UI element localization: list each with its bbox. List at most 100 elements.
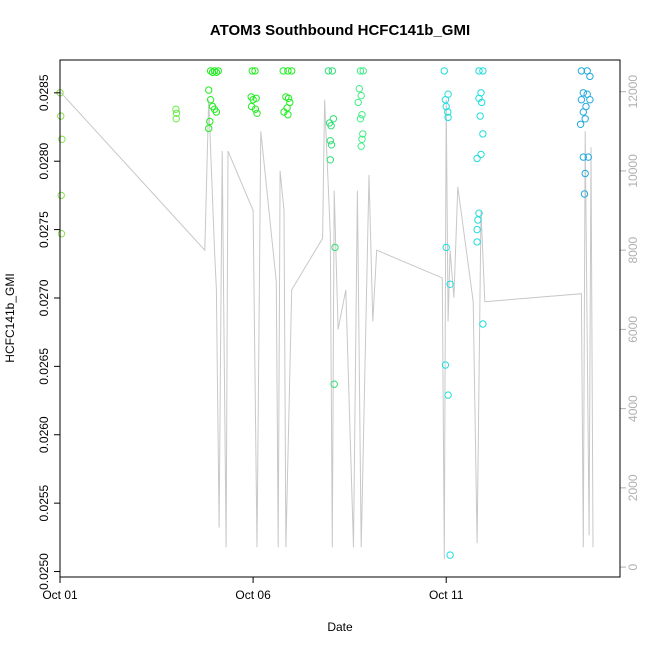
data-point xyxy=(329,115,338,123)
y-tick-label: 0.0255 xyxy=(37,484,51,521)
data-point xyxy=(331,243,339,252)
plot-frame xyxy=(59,59,621,578)
data-point xyxy=(212,108,221,116)
y2-tick-label: 8000 xyxy=(626,236,640,263)
data-point xyxy=(57,112,65,120)
y-tick-label: 0.0280 xyxy=(37,143,51,180)
data-point xyxy=(473,238,481,246)
y-tick-label: 0.0265 xyxy=(37,348,51,385)
data-point xyxy=(251,105,260,113)
data-point xyxy=(441,96,450,104)
left-y-axis: 0.0250 0.0255 0.0260 0.0265 0.0270 0.0275 0.02… xyxy=(37,74,60,590)
data-point xyxy=(357,91,365,100)
x-axis-label: Date xyxy=(327,620,353,634)
altitude-trace xyxy=(59,90,594,560)
data-point xyxy=(206,96,215,104)
data-point xyxy=(442,102,450,111)
data-point xyxy=(359,67,367,75)
data-point xyxy=(479,320,487,328)
data-point xyxy=(477,150,485,159)
x-tick-label: Oct 06 xyxy=(235,588,271,602)
data-point xyxy=(252,94,260,103)
y-tick-label: 0.0275 xyxy=(37,211,51,248)
data-point xyxy=(444,108,452,116)
data-point xyxy=(330,380,338,388)
data-point xyxy=(172,105,180,113)
data-point xyxy=(359,130,367,138)
data-point xyxy=(579,108,587,116)
y2-tick-label: 2000 xyxy=(626,474,640,501)
data-point xyxy=(205,86,213,94)
data-point xyxy=(577,96,586,104)
data-point xyxy=(580,190,589,198)
data-point xyxy=(327,122,335,130)
x-axis: Oct 01 Oct 06 Oct 11 xyxy=(42,577,464,602)
data-point xyxy=(444,391,452,399)
data-point xyxy=(581,115,589,123)
data-point xyxy=(358,135,366,144)
y-tick-label: 0.0260 xyxy=(37,416,51,453)
data-point xyxy=(358,111,366,119)
data-point xyxy=(440,67,448,75)
right-y-axis: 0 2000 4000 6000 8000 10000 12000 xyxy=(620,75,640,570)
y2-tick-label: 0 xyxy=(626,563,640,570)
data-point xyxy=(357,142,365,150)
data-point xyxy=(479,67,487,75)
data-point xyxy=(478,98,486,107)
data-point xyxy=(474,216,482,224)
data-point xyxy=(205,124,213,133)
data-point xyxy=(251,67,259,75)
hcfc-points xyxy=(56,67,594,559)
data-point xyxy=(355,85,363,93)
data-point xyxy=(288,67,296,75)
data-point xyxy=(473,154,481,163)
y-tick-label: 0.0250 xyxy=(37,553,51,590)
data-point xyxy=(284,111,292,119)
x-tick-label: Oct 01 xyxy=(42,588,78,602)
altitude-line xyxy=(59,90,594,560)
x-tick-label: Oct 11 xyxy=(429,588,464,602)
data-point xyxy=(579,153,587,161)
data-point xyxy=(581,169,589,178)
data-point xyxy=(354,98,362,107)
y-axis-label: HCFC141b_GMI xyxy=(3,273,17,362)
data-point xyxy=(58,135,66,144)
data-point xyxy=(479,130,487,138)
data-point xyxy=(326,156,334,164)
data-point xyxy=(326,137,334,145)
data-point xyxy=(324,67,333,75)
data-point xyxy=(279,67,287,75)
data-point xyxy=(248,67,257,75)
data-point xyxy=(586,72,594,81)
data-point xyxy=(356,115,365,123)
y-tick-label: 0.0270 xyxy=(37,279,51,316)
y2-tick-label: 10000 xyxy=(626,154,640,188)
data-point xyxy=(356,67,365,75)
data-point xyxy=(441,361,450,369)
chart-title: ATOM3 Southbound HCFC141b_GMI xyxy=(210,22,470,39)
data-point xyxy=(212,68,221,77)
data-point xyxy=(253,109,261,118)
data-point xyxy=(57,230,66,238)
data-point xyxy=(328,67,336,75)
data-point xyxy=(442,243,450,252)
data-point xyxy=(444,113,452,122)
data-point xyxy=(172,115,180,123)
y2-tick-label: 4000 xyxy=(626,395,640,422)
y2-tick-label: 6000 xyxy=(626,316,640,343)
data-point xyxy=(57,191,65,200)
y2-tick-label: 12000 xyxy=(626,75,640,109)
data-point xyxy=(446,551,454,559)
data-point xyxy=(210,67,219,75)
data-point xyxy=(577,67,586,75)
data-point xyxy=(475,67,483,75)
data-point xyxy=(584,153,592,161)
data-point xyxy=(475,209,483,217)
data-point xyxy=(586,96,594,104)
data-point xyxy=(284,67,292,75)
data-point xyxy=(284,94,293,103)
data-point xyxy=(446,280,454,288)
data-point xyxy=(476,112,484,120)
data-point xyxy=(576,120,585,129)
